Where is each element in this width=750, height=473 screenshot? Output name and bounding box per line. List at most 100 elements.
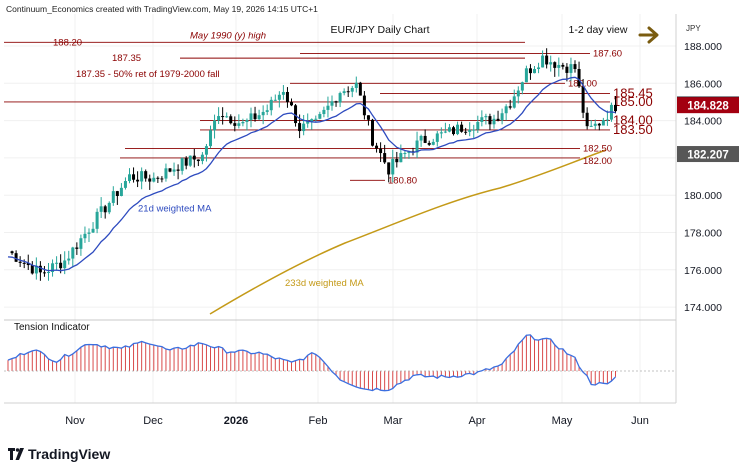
candle-body [79,238,83,249]
candle-body [107,202,111,213]
candle-body [67,258,71,261]
candle-body [119,187,123,196]
candle-body [395,158,399,163]
candle-body [585,112,589,127]
level-label: 185.00 [613,94,653,109]
candle-body [132,174,136,180]
chart-credit: Continuum_Economics created with Trading… [6,4,318,14]
candle-body [443,131,447,133]
y-tick-label: 174.000 [684,302,722,314]
candle-body [557,64,561,68]
candle-body [22,262,26,264]
candle-body [140,171,144,182]
candle-body [123,181,127,188]
ma21-line [7,76,616,272]
candle-body [371,119,374,146]
price-tag-label: 184.828 [687,101,729,113]
candle-body [541,55,545,68]
candle-body [14,253,18,262]
candle-body [439,132,443,134]
price-tag-label: 182.207 [687,150,729,162]
candle-body [265,110,269,112]
candle-body [115,191,119,196]
price-pane-bg [4,14,676,320]
candle-body [504,106,508,114]
candle-body [152,177,156,182]
candle-body [472,129,476,131]
candle-body [508,106,512,108]
candle-body [605,119,609,121]
y-tick-label: 180.000 [684,190,722,202]
tradingview-logo-icon [8,448,24,460]
annotation-50pct-ret: 187.35 - 50% ret of 1979-2000 fall [76,69,220,80]
x-tick-label: Dec [143,415,163,427]
candle-body [310,119,314,122]
candle-body [391,158,395,175]
right-arrow-icon [638,26,659,44]
candle-body [601,120,605,126]
candle-body [71,247,75,259]
candle-body [314,118,318,120]
candle-body [298,123,302,132]
y-axis[interactable]: 188.000186.000184.000182.000180.000178.0… [684,41,722,314]
candle-body [375,145,379,149]
candle-body [209,130,212,147]
candle-body [516,90,520,97]
candle-body [241,121,245,124]
candle-body [204,146,208,155]
level-label: 182.00 [583,156,612,167]
candle-body [447,127,451,132]
candle-body [18,261,22,263]
candle-body [75,247,79,249]
candle-body [184,158,188,166]
price-pane: 188.20187.60187.35186.00185.45185.00184.… [4,14,676,403]
candle-body [326,105,330,110]
annotation-ma233: 233d weighted MA [285,278,364,289]
candle-body [156,177,160,179]
candle-body [614,104,617,112]
candle-body [30,265,34,274]
candle-body [63,260,67,269]
candle-body [492,118,496,125]
candle-body [346,91,350,93]
x-tick-label: Feb [309,415,328,427]
tension-line [7,334,616,392]
x-tick-label: Mar [384,415,403,427]
x-tick-label: Jun [631,415,649,427]
candle-body [330,101,334,106]
candle-body [213,120,217,131]
candle-body [338,93,342,103]
candle-body [269,99,273,111]
candle-body [253,113,257,120]
candle-body [419,135,423,141]
level-label: 184.00 [613,113,653,128]
candle-body [180,158,184,171]
y-tick-label: 188.000 [684,41,722,53]
candle-body [229,116,233,124]
x-tick-label: May [552,415,573,427]
candle-body [51,263,55,272]
candle-body [565,66,569,73]
candle-body [160,178,164,180]
candle-body [261,111,265,116]
candle-body [172,169,176,172]
x-tick-label: 2026 [224,415,248,427]
candle-body [47,271,50,273]
candle-body [281,91,285,95]
candle-body [476,121,480,130]
candle-body [87,232,91,234]
price-tag-184.828: 184.828 [677,97,739,114]
candle-body [561,64,565,67]
candle-body [59,262,63,269]
candle-body [423,135,427,143]
chart-title: EUR/JPY Daily Chart [330,24,429,36]
brand-name: TradingView [28,446,111,462]
candle-body [593,123,597,126]
candle-body [200,154,204,162]
x-axis[interactable]: Nov Dec 2026 Feb Mar Apr May Jun [65,415,649,427]
candle-body [533,69,536,74]
candle-body [403,153,407,155]
candle-body [488,116,492,125]
candle-body [136,179,140,182]
